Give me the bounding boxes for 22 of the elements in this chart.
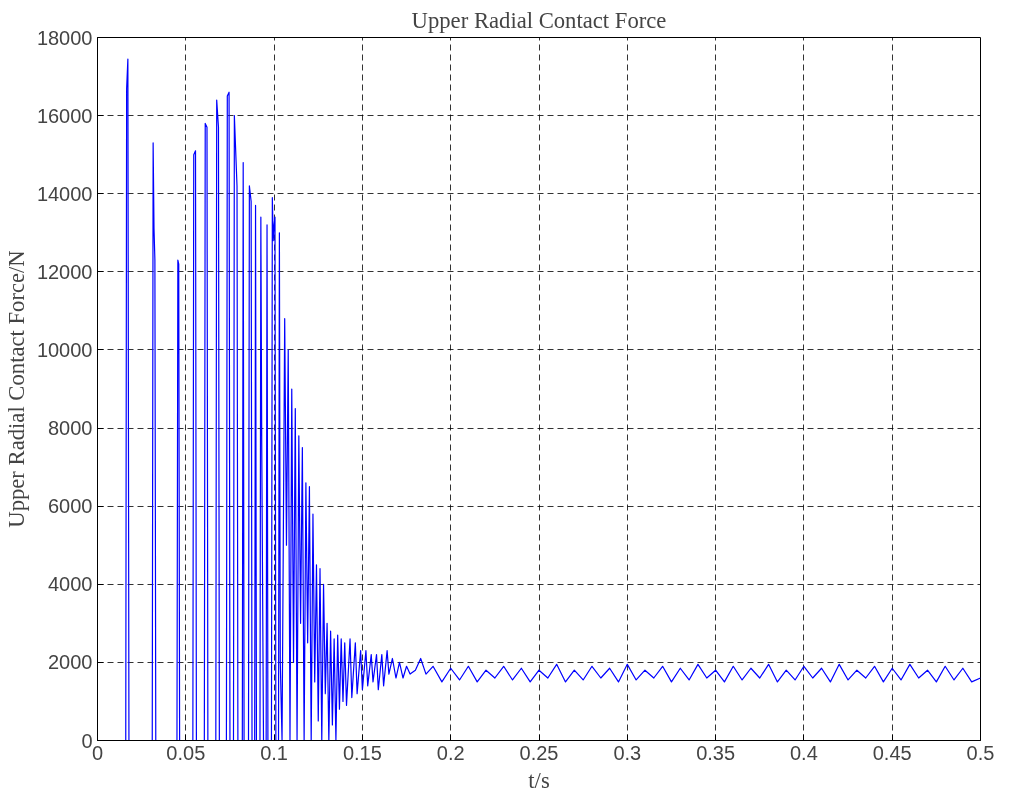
y-tick-label: 8000 xyxy=(48,417,93,440)
x-tick-label: 0.3 xyxy=(613,741,642,764)
x-tick-label: 0.5 xyxy=(966,741,995,764)
chart-title: Upper Radial Contact Force xyxy=(411,7,667,33)
y-tick-label: 2000 xyxy=(48,651,93,674)
x-tick-label: 0.25 xyxy=(519,741,559,764)
x-tick-label: 0.4 xyxy=(790,741,818,764)
y-tick-label: 4000 xyxy=(48,573,93,596)
x-tick-label: 0.2 xyxy=(436,741,465,764)
y-axis-title: Upper Radial Contact Force/N xyxy=(3,250,29,528)
y-tick-label: 12000 xyxy=(36,260,93,283)
y-tick-label: 18000 xyxy=(36,26,93,49)
x-tick-label: 0.35 xyxy=(696,741,736,764)
x-tick-label: 0.45 xyxy=(872,741,912,764)
y-tick-label: 14000 xyxy=(36,182,93,205)
x-tick-label: 0.15 xyxy=(342,741,382,764)
x-tick-label: 0.05 xyxy=(166,741,206,764)
x-tick-label: 0.1 xyxy=(260,741,289,764)
y-tick-label: 6000 xyxy=(48,495,93,518)
x-axis-title: t/s xyxy=(528,767,550,793)
y-tick-label: 10000 xyxy=(36,338,93,361)
y-tick-label: 16000 xyxy=(36,104,93,127)
